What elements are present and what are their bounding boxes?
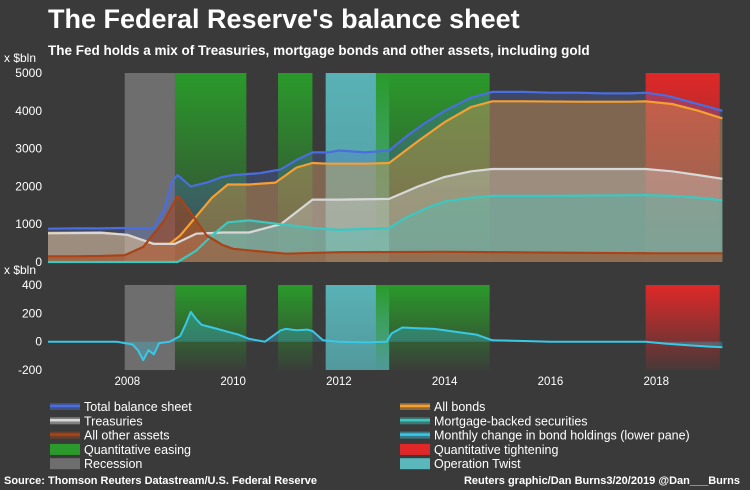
x-tick: 2012 [326,376,352,388]
legend-box-recession [50,458,80,470]
shade-qe-upper-4 [375,73,490,262]
area-all_bonds [48,101,723,262]
source-note: Source: Thomson Reuters Datastream/U.S. … [4,475,318,487]
y-tick-upper: 3000 [15,142,42,156]
y-axis-label-upper: x $bln [4,51,36,65]
area-total [48,91,723,263]
shade-qt-lower-5 [645,285,720,370]
legend-box-qe [50,443,80,455]
legend-label-all_bonds: All bonds [434,400,485,414]
legend-label-qe: Quantitative easing [84,443,191,457]
x-tick: 2014 [432,376,458,388]
line-all_bonds [47,100,723,245]
shade-recession-lower-0 [124,285,175,370]
legend-label-recession: Recession [84,457,142,471]
line-total [47,90,723,230]
line-mbs [48,194,723,264]
y-tick-lower: 0 [35,335,42,349]
legend-label-mbs: Mortgage-backed securities [434,414,588,428]
legend-item-treasuries: Treasuries [50,414,143,428]
y-tick-upper: 5000 [15,66,42,80]
legend-item-all_bonds: All bonds [400,400,485,414]
area-treasuries [48,169,723,262]
legend-label-qt: Quantitative tightening [434,443,558,457]
legend-item-mbs: Mortgage-backed securities [400,414,588,428]
legend-label-other: All other assets [84,429,169,443]
area-monthly_change [48,311,723,361]
shade-qe-lower-4 [375,285,490,370]
legend-item-recession: Recession [50,457,142,471]
shade-qe-lower-2 [278,285,313,370]
line-other [48,194,723,258]
legend-item-qt: Quantitative tightening [400,443,558,457]
x-tick: 2016 [538,376,564,388]
y-tick-upper: 4000 [15,104,42,118]
chart-subtitle: The Fed holds a mix of Treasuries, mortg… [48,43,590,58]
y-tick-lower: -200 [18,363,42,377]
y-axis-label-lower: x $bln [4,263,36,277]
legend-item-qe: Quantitative easing [50,443,191,457]
x-tick: 2008 [115,376,141,388]
y-tick-lower: 400 [22,278,42,292]
legend-label-monthly_change: Monthly change in bond holdings (lower p… [434,429,690,443]
credit-note: Reuters graphic/Dan Burns3/20/2019 @Dan_… [463,475,740,487]
chart-title: The Federal Reserve's balance sheet [48,4,520,34]
legend-item-total: Total balance sheet [50,400,192,414]
line-monthly_change [48,310,723,362]
x-tick: 2010 [220,376,246,388]
legend-item-other: All other assets [50,429,169,443]
legend-label-twist: Operation Twist [434,457,521,471]
legend-item-twist: Operation Twist [400,457,521,471]
area-other [48,195,723,262]
line-treasuries [47,167,723,245]
legend-box-qt [400,443,430,455]
legend-label-treasuries: Treasuries [84,414,143,428]
y-tick-upper: 1000 [15,217,42,231]
y-tick-upper: 2000 [15,179,42,193]
legend-item-monthly_change: Monthly change in bond holdings (lower p… [400,429,690,443]
y-tick-lower: 200 [22,306,42,320]
y-tick-upper: 0 [35,255,42,269]
x-tick: 2018 [643,376,669,388]
shade-qt-upper-5 [645,73,720,262]
legend-box-twist [400,458,430,470]
legend-label-total: Total balance sheet [84,400,192,414]
